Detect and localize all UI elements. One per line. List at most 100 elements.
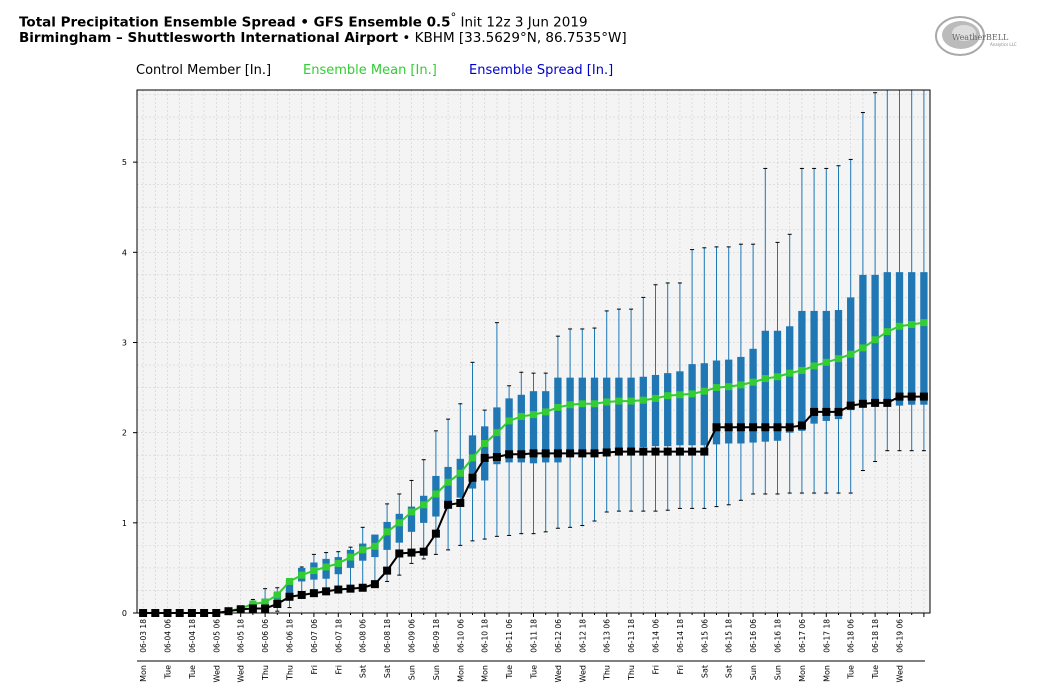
- spread-box: [590, 377, 599, 454]
- mean-point: [749, 378, 757, 386]
- spread-box: [578, 377, 586, 455]
- mean-point: [603, 398, 611, 406]
- spread-box: [566, 377, 574, 456]
- day-label: Thu: [603, 665, 612, 681]
- mean-point: [615, 397, 623, 405]
- mean-point: [786, 369, 794, 377]
- spread-box: [688, 364, 696, 446]
- control-point: [773, 423, 782, 432]
- mean-point: [859, 344, 867, 352]
- control-point: [712, 423, 721, 432]
- mean-point: [542, 408, 550, 416]
- mean-point: [920, 319, 928, 327]
- spread-box: [542, 391, 550, 463]
- mean-point: [761, 375, 769, 383]
- day-label: Mon: [139, 665, 148, 682]
- y-tick-label: 2: [122, 429, 127, 438]
- control-point: [553, 449, 562, 458]
- y-tick-label: 4: [122, 248, 127, 257]
- spread-box: [664, 373, 672, 447]
- spread-box: [883, 272, 891, 406]
- control-point: [431, 529, 440, 538]
- mean-point: [566, 401, 574, 409]
- legend-mean: Ensemble Mean [In.]: [303, 63, 437, 78]
- spread-box: [639, 376, 647, 448]
- control-point: [419, 547, 428, 556]
- day-label: Sat: [359, 665, 368, 678]
- control-point: [785, 423, 794, 432]
- control-point: [822, 407, 831, 416]
- mean-point: [383, 528, 391, 536]
- x-tick-label: 06-16 06: [749, 619, 758, 653]
- mean-point: [481, 439, 489, 447]
- mean-point: [249, 600, 257, 608]
- y-axis: 0 1 2 3 4 5: [122, 158, 137, 618]
- day-label: Thu: [627, 665, 636, 681]
- mean-point: [530, 411, 537, 419]
- spread-box: [834, 310, 843, 420]
- logo-text: WeatherBELL: [952, 33, 1009, 42]
- control-point: [248, 604, 257, 613]
- day-label: Wed: [554, 665, 563, 682]
- day-label: Sat: [725, 665, 734, 678]
- control-point: [675, 447, 684, 456]
- control-point: [334, 585, 343, 594]
- mean-point: [334, 559, 342, 567]
- chart-subtitle: Birmingham – Shuttlesworth International…: [19, 30, 627, 46]
- control-point: [761, 423, 770, 432]
- control-point: [407, 548, 416, 557]
- mean-point: [908, 320, 916, 328]
- day-label: Sun: [774, 665, 783, 680]
- mean-point: [273, 591, 281, 599]
- y-tick-label: 5: [122, 158, 127, 167]
- spread-box: [676, 371, 684, 446]
- legend-control: Control Member [In.]: [136, 63, 272, 78]
- mean-point: [822, 358, 830, 366]
- x-tick-label: 06-04 06: [164, 619, 173, 653]
- spread-box: [700, 363, 708, 446]
- control-point: [480, 453, 489, 462]
- spread-box: [749, 348, 757, 443]
- control-point: [297, 590, 306, 599]
- spread-box: [603, 377, 611, 453]
- spread-box: [285, 579, 294, 595]
- x-tick-label: 06-16 18: [774, 619, 783, 653]
- x-tick-label: 06-14 06: [652, 619, 661, 653]
- mean-point: [432, 490, 440, 498]
- spread-box: [773, 330, 782, 441]
- mean-point: [871, 336, 879, 344]
- day-label: Fri: [334, 665, 343, 675]
- spread-box: [517, 394, 525, 463]
- x-tick-label: 06-07 18: [334, 619, 343, 653]
- mean-point: [676, 391, 684, 399]
- mean-point: [408, 508, 415, 516]
- mean-point: [713, 384, 720, 392]
- control-point: [736, 423, 745, 432]
- day-label: Wed: [237, 665, 246, 682]
- day-label: Mon: [822, 665, 831, 682]
- degree-sign: °: [450, 11, 457, 24]
- control-point: [529, 449, 538, 458]
- control-point: [566, 449, 575, 458]
- x-tick-label: 06-13 18: [627, 619, 636, 653]
- control-point: [724, 423, 733, 432]
- mean-point: [322, 563, 330, 571]
- day-label: Tue: [188, 665, 197, 680]
- control-point: [614, 447, 623, 456]
- mean-point: [774, 373, 781, 381]
- x-tick-label: 06-11 06: [505, 619, 514, 653]
- spread-box: [468, 435, 477, 489]
- swirl-logo-icon: WeatherBELL Analytics LLC: [935, 16, 1017, 56]
- mean-point: [420, 501, 428, 509]
- day-label: Wed: [578, 665, 587, 682]
- control-point: [370, 580, 379, 589]
- control-point: [236, 605, 245, 614]
- mean-point: [627, 397, 635, 405]
- x-tick-label: 06-08 18: [383, 619, 392, 653]
- control-point: [590, 449, 599, 458]
- day-label: Tue: [530, 665, 539, 680]
- control-point: [346, 584, 355, 593]
- control-point: [285, 592, 294, 601]
- mean-point: [298, 571, 306, 579]
- spread-box: [615, 377, 623, 453]
